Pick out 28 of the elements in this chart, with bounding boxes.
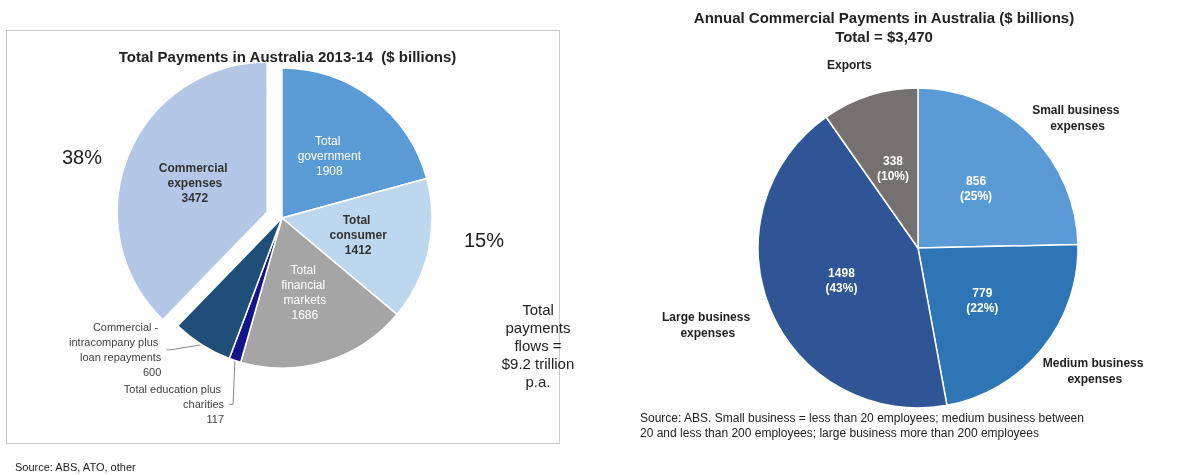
data-label: 1498 (43%) xyxy=(825,265,858,295)
source-note: Source: ABS, ATO, other xyxy=(15,461,136,473)
slice-label: Total government xyxy=(297,133,362,163)
slice-label: Total financial markets xyxy=(281,263,329,308)
chart-subtitle: Total = $3,470 xyxy=(835,28,933,45)
slice-label: Total consumer xyxy=(329,212,388,242)
data-label: 1686 xyxy=(291,308,319,323)
slice-label: Medium business expenses xyxy=(1042,355,1147,386)
data-label: 1412 xyxy=(344,242,372,257)
data-label: 856 (25%) xyxy=(960,174,993,204)
text: 38% xyxy=(62,145,103,168)
slice-label: Commercial - intracompany plus loan repayments xyxy=(69,321,162,364)
text: Total payments flows = $9.2 trillion p.a. xyxy=(501,300,575,390)
data-label: 338 (10%) xyxy=(876,154,910,184)
chart-title: Total Payments in Australia 2013-14 ($ billions) xyxy=(118,48,457,65)
data-label: 3472 xyxy=(181,190,209,205)
chart-title: Annual Commercial Payments in Australia ($ billions) xyxy=(693,9,1075,26)
data-label: 117 xyxy=(206,413,225,426)
slice-label: Exports xyxy=(826,57,872,72)
data-label: 779 (22%) xyxy=(966,285,999,315)
data-label: 1908 xyxy=(315,163,343,178)
data-label: 600 xyxy=(142,366,162,379)
text: 15% xyxy=(464,228,505,251)
slice-label: Small business expenses xyxy=(1032,102,1123,133)
slice-label: Commercial expenses xyxy=(158,160,231,190)
slice-label: Large business expenses xyxy=(662,309,754,340)
slice-label: Total education plus charities xyxy=(123,383,225,411)
source-note: Source: ABS. Small business = less than 20 employees; medium business between 20 and less than 200 employees; large business more than 200 employees xyxy=(640,410,1088,440)
